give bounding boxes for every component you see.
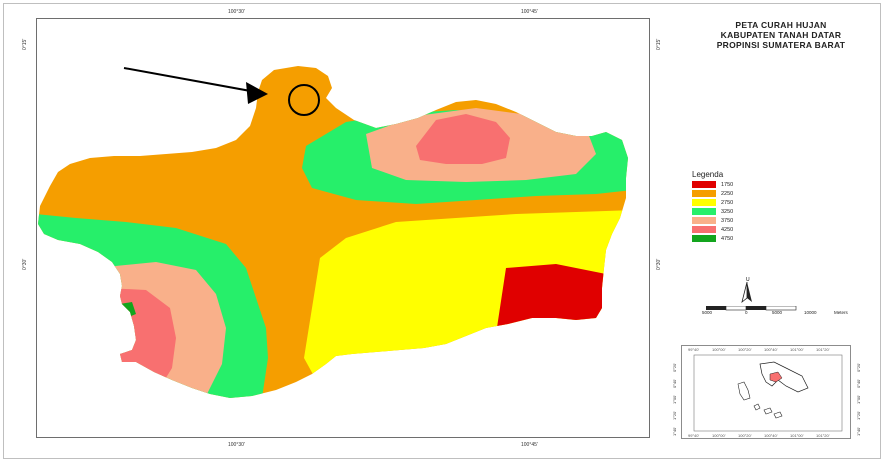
legend-rows: 1750 2250 2750 3250 3750 4250 4750 bbox=[692, 180, 733, 243]
legend-label: 2250 bbox=[721, 190, 734, 197]
legend-row: 1750 bbox=[692, 180, 733, 189]
inset-right-tick-3: 1°20' bbox=[856, 410, 861, 420]
left-tick-1: 0°15' bbox=[22, 38, 28, 50]
legend-swatch bbox=[692, 199, 716, 206]
inset-left-tick-3: 1°20' bbox=[672, 410, 677, 420]
inset-top-tick-4: 101°00' bbox=[790, 347, 804, 352]
inset-bottom-tick-5: 101°20' bbox=[816, 433, 830, 438]
annotation-arrow-head bbox=[246, 82, 268, 104]
outer-frame bbox=[3, 3, 881, 459]
legend-row: 4250 bbox=[692, 225, 733, 234]
left-tick-2: 0°30' bbox=[22, 258, 28, 270]
legend-label: 3250 bbox=[721, 208, 734, 215]
title-line-2: KABUPATEN TANAH DATAR bbox=[720, 30, 842, 40]
inset-island-3 bbox=[763, 407, 773, 415]
right-tick-1: 0°15' bbox=[656, 38, 662, 50]
legend-swatch bbox=[692, 181, 716, 188]
legend-swatch bbox=[692, 226, 716, 233]
inset-tanah-datar bbox=[769, 371, 783, 383]
inset-bottom-tick-4: 101°00' bbox=[790, 433, 804, 438]
inset-left-tick-2: 1°00' bbox=[672, 394, 677, 404]
legend-label: 4750 bbox=[721, 235, 734, 242]
scale-label-2: 5000 bbox=[772, 310, 783, 315]
bottom-tick-1: 100°30' bbox=[228, 442, 245, 448]
inset-left-tick-1: 0°40' bbox=[672, 378, 677, 388]
north-arrow-label: U bbox=[746, 277, 750, 283]
inset-island-4 bbox=[773, 411, 783, 419]
inset-top-tick-0: 99°40' bbox=[688, 347, 700, 352]
inset-right-tick-2: 1°00' bbox=[856, 394, 861, 404]
inset-left-tick-4: 1°40' bbox=[672, 426, 677, 436]
legend-row: 2750 bbox=[692, 198, 733, 207]
title-line-3: PROPINSI SUMATERA BARAT bbox=[716, 40, 846, 50]
scale-label-0: 5000 bbox=[702, 310, 713, 315]
inset-bottom-tick-3: 100°40' bbox=[764, 433, 778, 438]
legend-row: 2250 bbox=[692, 189, 733, 198]
annotation-arrow-line bbox=[123, 67, 257, 93]
title-line-1: PETA CURAH HUJAN bbox=[735, 20, 827, 30]
top-tick-2: 100°45' bbox=[521, 9, 538, 15]
inset-island-1 bbox=[737, 381, 751, 401]
scale-bar bbox=[706, 306, 797, 311]
inset-map-drawing bbox=[693, 354, 843, 432]
inset-left-tick-0: 0°20' bbox=[672, 362, 677, 372]
inset-island-2 bbox=[753, 403, 761, 411]
legend-row: 4750 bbox=[692, 234, 733, 243]
top-tick-1: 100°30' bbox=[228, 9, 245, 15]
zone-4250-north bbox=[416, 114, 510, 164]
inset-map: 99°40' 100°00' 100°20' 100°40' 101°00' 1… bbox=[681, 345, 851, 439]
inset-bottom-tick-1: 100°00' bbox=[712, 433, 726, 438]
inset-top-tick-1: 100°00' bbox=[712, 347, 726, 352]
legend-label: 4250 bbox=[721, 226, 734, 233]
zone-2750 bbox=[304, 210, 628, 398]
legend-row: 3250 bbox=[692, 207, 733, 216]
inset-bottom-tick-2: 100°20' bbox=[738, 433, 752, 438]
legend-swatch bbox=[692, 235, 716, 242]
legend-row: 3750 bbox=[692, 216, 733, 225]
zone-3750-west bbox=[38, 262, 226, 398]
inset-top-tick-5: 101°20' bbox=[816, 347, 830, 352]
map-title: PETA CURAH HUJAN KABUPATEN TANAH DATAR P… bbox=[686, 20, 876, 50]
legend-swatch bbox=[692, 217, 716, 224]
inset-bottom-tick-0: 99°40' bbox=[688, 433, 700, 438]
scale-label-3: 10000 bbox=[804, 310, 817, 315]
rainfall-map bbox=[38, 66, 628, 398]
inset-right-tick-0: 0°20' bbox=[856, 362, 861, 372]
right-tick-2: 0°30' bbox=[656, 258, 662, 270]
inset-right-tick-4: 1°40' bbox=[856, 426, 861, 436]
inset-right-tick-1: 0°40' bbox=[856, 378, 861, 388]
legend-label: 1750 bbox=[721, 181, 734, 188]
legend-label: 2750 bbox=[721, 199, 734, 206]
legend-swatch bbox=[692, 208, 716, 215]
scale-label-4: Meters bbox=[834, 310, 848, 315]
annotation-circle bbox=[288, 84, 320, 116]
legend-swatch bbox=[692, 190, 716, 197]
inset-sumbar-outline bbox=[759, 361, 809, 393]
zone-1750 bbox=[496, 264, 628, 338]
bottom-tick-2: 100°45' bbox=[521, 442, 538, 448]
inset-top-tick-3: 100°40' bbox=[764, 347, 778, 352]
inset-top-tick-2: 100°20' bbox=[738, 347, 752, 352]
legend-title: Legenda bbox=[692, 170, 724, 179]
north-arrow-icon bbox=[741, 282, 752, 304]
zone-4750 bbox=[120, 302, 136, 318]
legend: Legenda 1750 2250 2750 3250 3750 4250 4750 bbox=[692, 170, 733, 243]
scale-label-1: 0 bbox=[745, 310, 748, 315]
legend-label: 3750 bbox=[721, 217, 734, 224]
